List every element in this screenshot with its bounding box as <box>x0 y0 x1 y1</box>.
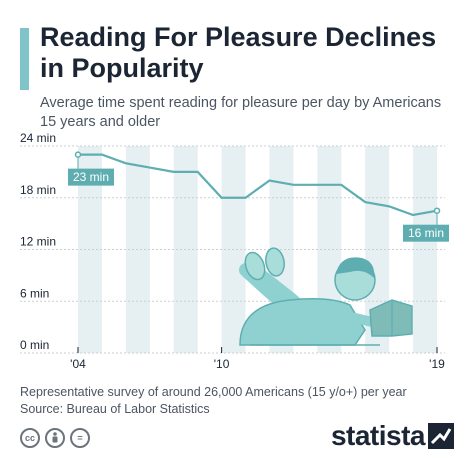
x-tick-label: '04 <box>70 357 86 371</box>
chart-title: Reading For Pleasure Declines in Popular… <box>40 22 437 83</box>
y-tick-label: 6 min <box>20 286 49 300</box>
license-icons: cc = <box>20 428 90 448</box>
brand-name: statista <box>330 420 426 451</box>
data-label: 16 min <box>408 226 444 240</box>
y-tick-label: 24 min <box>20 131 56 145</box>
y-tick-label: 12 min <box>20 235 56 249</box>
x-tick-label: '19 <box>429 357 445 371</box>
data-label-marker <box>433 207 441 214</box>
cc-icon[interactable]: cc <box>20 428 40 448</box>
series-line <box>78 153 438 217</box>
source-note: Representative survey of around 26,000 A… <box>20 384 460 418</box>
chart-subtitle: Average time spent reading for pleasure … <box>40 95 442 130</box>
data-label-box <box>403 224 449 242</box>
statista-logo[interactable]: statista <box>331 420 454 452</box>
data-label: 23 min <box>73 170 109 184</box>
survey-note: Representative survey of around 26,000 A… <box>20 385 407 399</box>
data-label-box <box>68 168 114 186</box>
y-tick-label: 0 min <box>20 338 49 352</box>
title-accent-bar <box>20 28 29 90</box>
x-tick-label: '10 <box>214 357 230 371</box>
x-axis: '04 '10 '19 <box>70 347 445 371</box>
data-label-marker <box>74 151 82 158</box>
data-labels: 23 min 16 min <box>68 151 449 242</box>
y-axis: 0 min 6 min 12 min 18 min 24 min <box>20 131 56 352</box>
reading-person-illustration <box>239 247 413 346</box>
by-icon[interactable] <box>45 428 65 448</box>
y-tick-label: 18 min <box>20 183 56 197</box>
statista-logo-icon <box>428 423 454 449</box>
nd-icon[interactable]: = <box>70 428 90 448</box>
source-credit: Source: Bureau of Labor Statistics <box>20 402 210 416</box>
